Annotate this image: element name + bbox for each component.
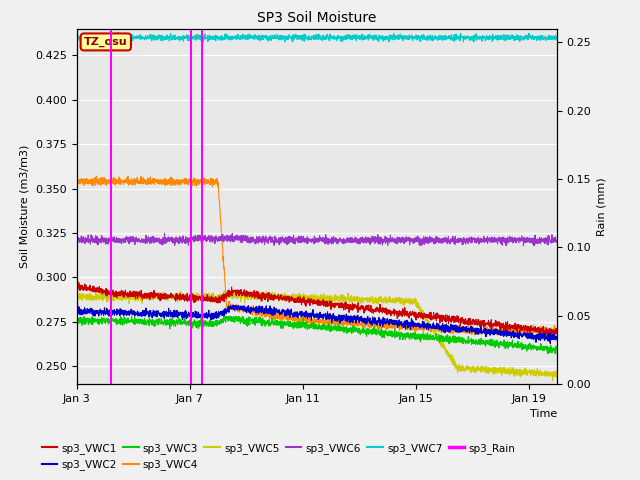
sp3_VWC6	[177, 239, 184, 244]
Line: sp3_VWC7: sp3_VWC7	[77, 32, 557, 42]
sp3_VWC3	[553, 346, 561, 352]
sp3_VWC5	[451, 360, 459, 366]
sp3_VWC6	[451, 234, 459, 240]
sp3_VWC7	[553, 35, 561, 41]
sp3_VWC2	[547, 340, 554, 346]
sp3_VWC1	[548, 333, 556, 338]
sp3_VWC7	[452, 36, 460, 42]
sp3_VWC5	[177, 289, 184, 295]
sp3_VWC7	[124, 39, 132, 45]
Y-axis label: Rain (mm): Rain (mm)	[597, 177, 607, 236]
sp3_VWC7	[171, 36, 179, 42]
sp3_VWC4	[218, 225, 225, 230]
sp3_VWC7	[73, 34, 81, 40]
sp3_VWC7	[218, 34, 225, 39]
sp3_VWC1	[75, 280, 83, 286]
sp3_VWC3	[218, 318, 225, 324]
sp3_VWC6	[530, 243, 538, 249]
sp3_VWC3	[170, 320, 178, 326]
sp3_VWC7	[337, 34, 345, 39]
sp3_VWC5	[217, 291, 225, 297]
Y-axis label: Soil Moisture (m3/m3): Soil Moisture (m3/m3)	[20, 144, 29, 268]
Line: sp3_VWC1: sp3_VWC1	[77, 283, 557, 336]
sp3_VWC6	[337, 237, 345, 243]
sp3_VWC1	[451, 319, 459, 324]
sp3_VWC7	[111, 35, 118, 40]
sp3_VWC4	[170, 179, 178, 184]
sp3_VWC1	[177, 293, 184, 299]
sp3_VWC5	[170, 294, 178, 300]
Line: sp3_VWC5: sp3_VWC5	[77, 290, 557, 381]
sp3_VWC6	[111, 234, 118, 240]
sp3_VWC2	[111, 312, 118, 318]
sp3_VWC2	[337, 316, 345, 322]
sp3_VWC7	[177, 34, 184, 40]
sp3_VWC1	[73, 283, 81, 289]
sp3_VWC4	[451, 328, 459, 334]
sp3_VWC4	[553, 329, 561, 335]
sp3_VWC3	[80, 313, 88, 319]
sp3_VWC7	[114, 29, 122, 35]
sp3_VWC2	[451, 322, 459, 328]
sp3_VWC2	[227, 303, 234, 309]
sp3_VWC6	[73, 239, 81, 244]
sp3_VWC1	[337, 303, 345, 309]
sp3_VWC5	[337, 295, 345, 301]
sp3_VWC6	[161, 230, 168, 236]
sp3_VWC1	[553, 330, 561, 336]
Line: sp3_VWC6: sp3_VWC6	[77, 233, 557, 246]
X-axis label: Time: Time	[529, 409, 557, 419]
sp3_VWC5	[111, 295, 118, 300]
sp3_VWC5	[73, 295, 81, 300]
sp3_VWC2	[170, 313, 178, 319]
Title: SP3 Soil Moisture: SP3 Soil Moisture	[257, 11, 376, 25]
sp3_VWC1	[170, 295, 178, 301]
sp3_VWC2	[217, 309, 225, 315]
sp3_VWC3	[451, 333, 459, 339]
sp3_VWC3	[73, 315, 81, 321]
sp3_VWC5	[553, 371, 561, 376]
sp3_VWC2	[177, 312, 184, 318]
Text: TZ_osu: TZ_osu	[84, 37, 127, 47]
Legend: sp3_VWC1, sp3_VWC2, sp3_VWC3, sp3_VWC4, sp3_VWC5, sp3_VWC6, sp3_VWC7, sp3_Rain: sp3_VWC1, sp3_VWC2, sp3_VWC3, sp3_VWC4, …	[37, 439, 520, 474]
sp3_VWC4	[513, 334, 521, 339]
sp3_VWC4	[337, 317, 345, 323]
sp3_VWC4	[73, 181, 81, 187]
Line: sp3_VWC3: sp3_VWC3	[77, 316, 557, 354]
sp3_VWC5	[250, 287, 258, 293]
sp3_VWC3	[552, 351, 559, 357]
sp3_VWC3	[337, 327, 345, 333]
sp3_VWC1	[218, 294, 225, 300]
sp3_VWC4	[177, 178, 184, 183]
sp3_VWC6	[553, 237, 561, 243]
sp3_VWC6	[170, 240, 178, 245]
sp3_VWC6	[218, 237, 225, 242]
sp3_VWC4	[111, 180, 118, 186]
Line: sp3_VWC2: sp3_VWC2	[77, 306, 557, 343]
sp3_VWC2	[73, 310, 81, 316]
sp3_VWC3	[111, 316, 118, 322]
sp3_VWC5	[549, 378, 557, 384]
Line: sp3_VWC4: sp3_VWC4	[77, 176, 557, 336]
sp3_VWC3	[177, 321, 184, 326]
sp3_VWC1	[111, 291, 118, 297]
sp3_VWC2	[553, 336, 561, 342]
sp3_VWC4	[93, 173, 100, 179]
